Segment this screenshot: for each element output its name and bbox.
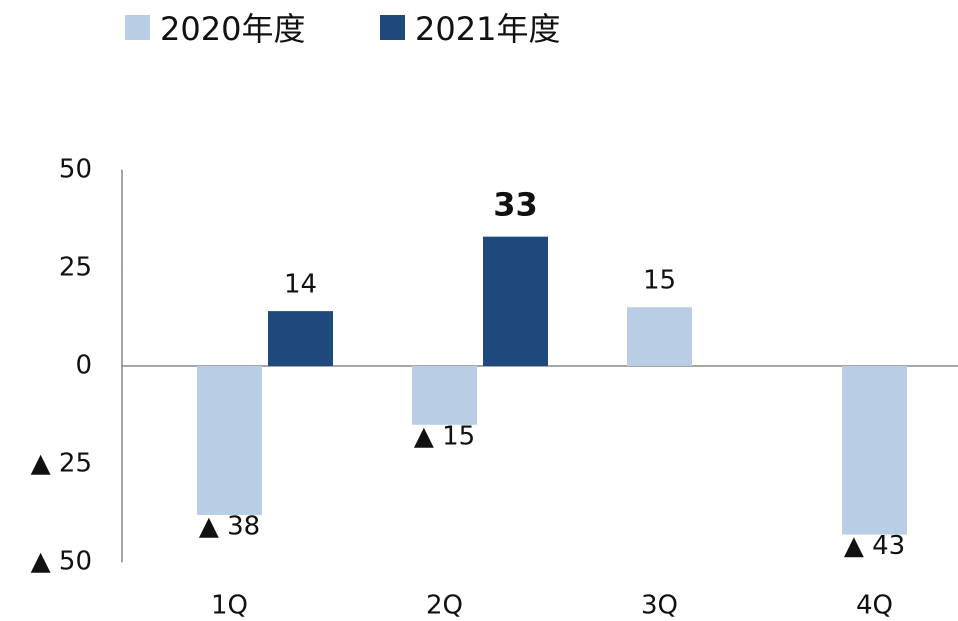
legend-swatch	[125, 15, 150, 40]
x-tick-label: 2Q	[426, 591, 463, 621]
bar	[483, 236, 548, 366]
bar	[197, 366, 262, 515]
x-tick-label: 4Q	[856, 591, 893, 621]
value-label: 33	[493, 186, 538, 224]
value-label: ▲ 15	[414, 421, 475, 451]
y-tick-label: 25	[59, 253, 92, 283]
bar	[268, 311, 333, 366]
legend-label: 2021年度	[415, 10, 560, 48]
value-label: ▲ 43	[844, 531, 905, 561]
legend-label: 2020年度	[160, 10, 305, 48]
bar	[627, 307, 692, 366]
x-tick-label: 3Q	[641, 591, 678, 621]
x-tick-label: 1Q	[211, 591, 248, 621]
bar	[412, 366, 477, 425]
value-label: 15	[643, 266, 676, 296]
legend-swatch	[380, 15, 405, 40]
value-label: 14	[284, 270, 317, 300]
value-label: ▲ 38	[199, 511, 260, 541]
y-tick-label: ▲ 50	[31, 547, 92, 577]
y-tick-label: ▲ 25	[31, 449, 92, 479]
bar	[842, 366, 907, 535]
y-tick-label: 0	[75, 351, 92, 381]
y-tick-label: 50	[59, 155, 92, 185]
